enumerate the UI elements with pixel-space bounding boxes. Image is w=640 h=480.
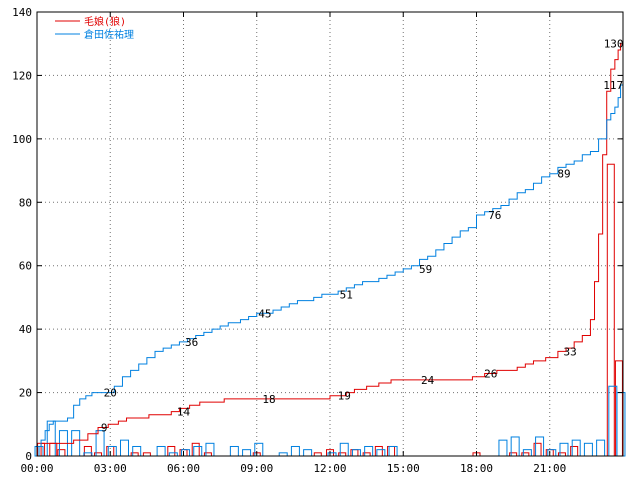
annotation-label: 20 [104,387,117,400]
histogram-bar-series-1 [156,445,166,457]
y-tick-label: 20 [19,387,32,400]
histogram-bar-series-1 [583,442,593,457]
histogram-bar-series-1 [596,439,606,457]
histogram-bar-series-1 [193,445,203,457]
annotation-label: 76 [488,209,501,222]
histogram-bar-series-1 [229,445,239,457]
annotations: 9 14 18 19 24 26 33 130 20 36 45 51 59 76 89 117 [101,38,624,435]
annotation-label: 9 [101,421,108,434]
histogram-bar-series-1 [205,442,215,457]
histogram-bar-series-1 [535,436,545,457]
annotation-label: 33 [563,345,576,358]
annotation-label: 45 [258,307,271,320]
x-tick-label: 12:00 [313,462,346,475]
histogram-bar-series-1 [388,445,398,457]
x-tick-label: 15:00 [387,462,420,475]
annotation-label: 26 [484,368,497,381]
histogram-bar-series-1 [339,442,349,457]
histogram-bar-series-1 [242,449,252,457]
legend-label-0: 毛娘(狼) [84,15,126,28]
histogram-bar-series-1 [364,445,374,457]
y-tick-label: 60 [19,260,32,273]
histogram-bar-series-1 [376,449,386,457]
series-line-0 [37,43,623,457]
plot-frame [36,11,624,457]
annotation-label: 51 [340,288,353,301]
y-tick-label: 120 [12,69,32,82]
annotation-label: 117 [603,79,623,92]
axes: 0 20 40 60 80 100 120 140 00:00 03:00 06:00 09:00 12… [12,6,624,475]
histogram-bar-series-1 [254,442,264,457]
x-tick-label: 18:00 [460,462,493,475]
annotation-label: 59 [419,263,432,276]
x-tick-label: 21:00 [533,462,566,475]
histogram-bar-series-1 [107,445,117,457]
histogram-bar-series-1 [290,445,300,457]
legend: 毛娘(狼)倉田佐祐理 [55,15,134,41]
histogram-bar-series-1 [547,449,557,457]
histogram-bar-series-1 [181,449,191,457]
legend-label-1: 倉田佐祐理 [84,28,134,41]
histogram-bar-series-1 [616,392,626,457]
annotation-label: 18 [262,393,275,406]
annotation-label: 14 [177,406,191,419]
x-tick-label: 00:00 [20,462,53,475]
series-lines [37,43,623,457]
histogram-bar-series-1 [46,420,56,457]
histogram-bar-series-1 [351,449,361,457]
histogram-bar-series-1 [571,439,581,457]
annotation-label: 36 [185,336,198,349]
histogram-bar-series-1 [498,439,508,457]
histogram-bar-series-1 [119,439,129,457]
y-tick-label: 100 [12,133,32,146]
annotation-label: 19 [338,390,351,403]
x-tick-label: 06:00 [167,462,200,475]
histogram-bar-series-1 [303,449,313,457]
x-tick-label: 03:00 [94,462,127,475]
annotation-label: 24 [421,374,435,387]
histogram-bar-series-1 [559,442,569,457]
annotation-label: 89 [557,168,570,181]
y-tick-label: 0 [25,450,32,463]
series-line-1 [37,84,623,457]
grid [37,12,623,456]
y-tick-label: 140 [12,6,32,19]
histogram-bar-series-1 [132,445,142,457]
x-tick-label: 09:00 [240,462,273,475]
histogram-bar-series-0 [83,445,92,457]
y-tick-label: 40 [19,323,32,336]
y-tick-label: 80 [19,196,32,209]
annotation-label: 130 [604,38,624,51]
